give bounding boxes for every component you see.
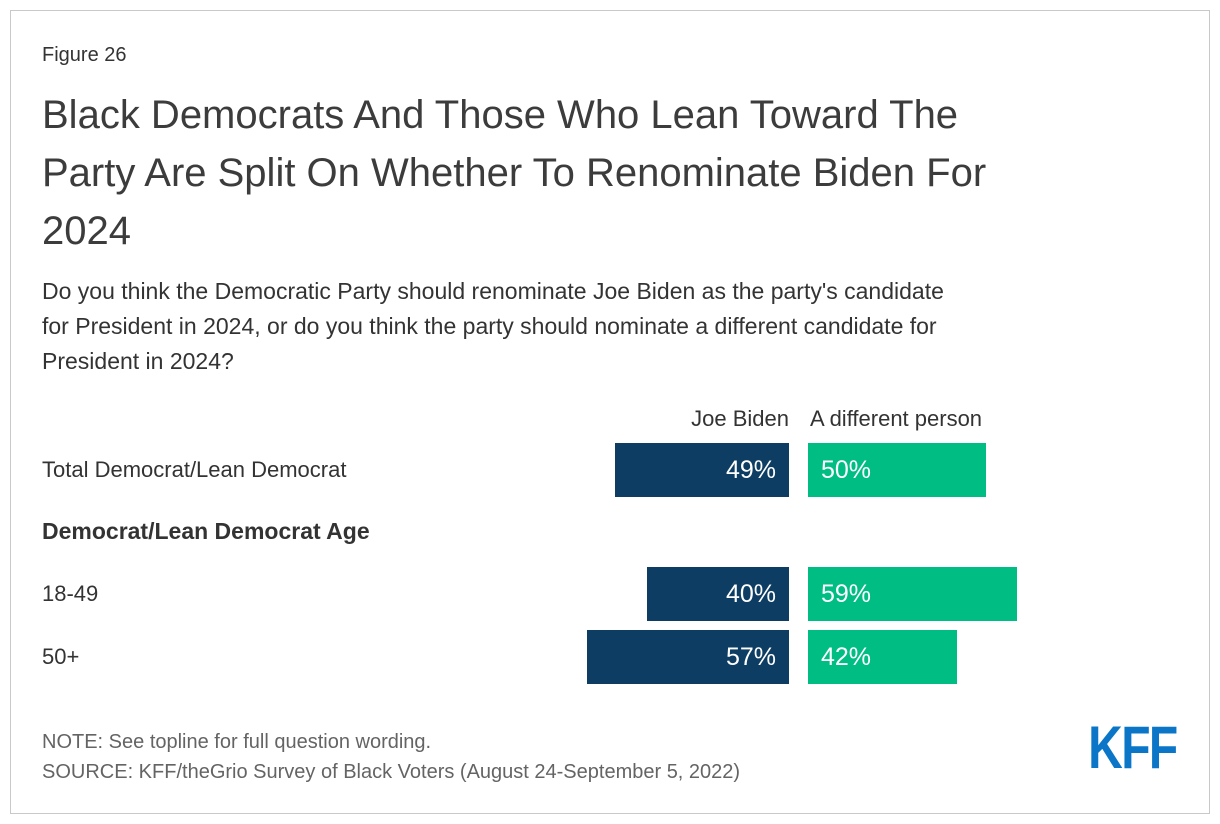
bar-total-different-person: 50% (808, 443, 986, 497)
chart-subtitle-question: Do you think the Democratic Party should… (42, 274, 1182, 379)
chart-title-line-1: Black Democrats And Those Who Lean Towar… (42, 93, 959, 137)
bar-value-50-plus-joe-biden: 57% (725, 642, 776, 671)
chart-subtitle-line-1: Do you think the Democratic Party should… (42, 278, 944, 304)
bar-value-total-joe-biden: 49% (725, 455, 776, 484)
chart-title: Black Democrats And Those Who Lean Towar… (42, 86, 1182, 260)
bar-row-age-18-49: 18-49 40% 59% (42, 567, 1178, 621)
row-label-age-50-plus: 50+ (42, 644, 80, 669)
bar-50-plus-different-person: 42% (808, 630, 957, 684)
bar-value-total-different-person: 50% (821, 455, 872, 484)
chart-subtitle-line-3: President in 2024? (42, 348, 234, 374)
figure-number: Figure 26 (42, 44, 127, 66)
bar-value-18-49-joe-biden: 40% (725, 579, 776, 608)
bar-row-age-50-plus: 50+ 57% 42% (42, 630, 1178, 684)
bar-row-total-democrat: Total Democrat/Lean Democrat 49% 50% (42, 443, 1178, 497)
chart-title-line-2: Party Are Split On Whether To Renominate… (42, 151, 987, 195)
chart-title-line-3: 2024 (42, 209, 131, 253)
section-header-age: Democrat/Lean Democrat Age (42, 518, 370, 544)
chart-legend: Joe Biden A different person (42, 406, 1178, 434)
row-label-age-18-49: 18-49 (42, 581, 99, 606)
kff-logo: KFF (1088, 714, 1178, 781)
row-label-total-democrat: Total Democrat/Lean Democrat (42, 457, 347, 482)
bar-50-plus-joe-biden: 57% (587, 630, 789, 684)
bar-total-joe-biden: 49% (615, 443, 789, 497)
bar-value-18-49-different-person: 59% (821, 579, 872, 608)
chart-note: NOTE: See topline for full question word… (42, 731, 432, 753)
bar-18-49-joe-biden: 40% (647, 567, 789, 621)
legend-label-joe-biden: Joe Biden (691, 406, 789, 431)
chart-subtitle-line-2: for President in 2024, or do you think t… (42, 313, 937, 339)
chart-source: SOURCE: KFF/theGrio Survey of Black Vote… (42, 761, 741, 783)
bar-18-49-different-person: 59% (808, 567, 1017, 621)
bar-value-50-plus-different-person: 42% (821, 642, 872, 671)
legend-label-different-person: A different person (810, 406, 983, 431)
bar-chart: Joe Biden A different person Total Democ… (42, 406, 1178, 696)
